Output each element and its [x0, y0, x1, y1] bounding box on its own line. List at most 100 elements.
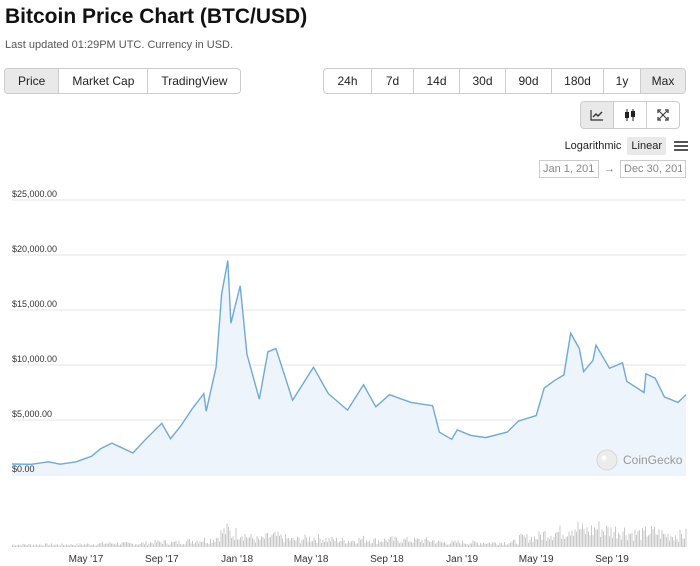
range-24h-button[interactable]: 24h — [324, 69, 372, 93]
volume-bar — [112, 543, 114, 547]
volume-bar — [226, 523, 228, 547]
volume-bar — [22, 543, 24, 547]
date-from-input[interactable] — [539, 160, 599, 178]
last-updated-text: Last updated 01:29PM UTC. Currency in US… — [5, 39, 234, 51]
volume-bar — [255, 542, 256, 547]
volume-bar — [346, 543, 348, 547]
tab-market-cap[interactable]: Market Cap — [59, 69, 149, 93]
volume-bar — [189, 539, 190, 547]
range-14d-button[interactable]: 14d — [414, 69, 460, 93]
logarithmic-option[interactable]: Logarithmic — [564, 140, 622, 152]
volume-bar — [279, 535, 280, 547]
volume-bar — [121, 542, 123, 547]
volume-bar — [13, 544, 15, 547]
range-1y-button[interactable]: 1y — [604, 69, 641, 93]
volume-bar — [18, 544, 19, 547]
x-tick-label: Sep '19 — [595, 554, 629, 565]
volume-bar — [412, 542, 414, 547]
date-to-input[interactable] — [620, 160, 686, 178]
volume-bar — [88, 543, 90, 547]
volume-bar — [103, 544, 105, 547]
volume-bar — [457, 540, 459, 547]
volume-bar — [612, 538, 613, 547]
volume-bar — [384, 538, 385, 547]
volume-bar — [646, 536, 648, 547]
volume-bar — [124, 542, 126, 547]
volume-bar — [58, 545, 60, 547]
tab-tradingview[interactable]: TradingView — [161, 74, 228, 88]
volume-bar — [580, 529, 582, 547]
volume-bar — [136, 544, 138, 547]
price-line — [11, 260, 687, 466]
volume-bar — [120, 544, 121, 547]
line-chart-button[interactable] — [581, 102, 614, 128]
range-30d-button[interactable]: 30d — [460, 69, 506, 93]
volume-bar — [369, 540, 370, 547]
volume-bar — [610, 527, 612, 547]
volume-bar — [105, 543, 106, 547]
volume-bar — [679, 529, 681, 547]
volume-bar — [108, 543, 109, 547]
volume-bar — [387, 542, 388, 547]
volume-bar — [249, 537, 250, 547]
candlestick-icon — [625, 109, 635, 121]
volume-bar — [100, 543, 102, 547]
volume-bar — [159, 541, 160, 547]
volume-bar — [301, 540, 303, 547]
line-chart-icon — [590, 110, 603, 121]
volume-bar — [154, 539, 156, 547]
volume-bar — [298, 537, 300, 547]
range-90d-button[interactable]: 90d — [506, 69, 552, 93]
volume-bar — [51, 543, 52, 547]
volume-bar — [597, 529, 598, 547]
volume-bar — [303, 539, 304, 547]
volume-bar — [12, 544, 13, 547]
volume-bar — [619, 534, 621, 547]
volume-bar — [573, 535, 574, 547]
volume-bar — [525, 537, 526, 547]
volume-bar — [286, 538, 288, 547]
volume-bar — [568, 531, 570, 547]
volume-bar — [526, 533, 528, 547]
volume-bar — [477, 542, 478, 547]
tab-price[interactable]: Price — [5, 69, 60, 93]
volume-bar — [168, 544, 169, 547]
volume-bar — [427, 539, 429, 547]
volume-bar — [177, 543, 178, 547]
volume-bar — [97, 544, 99, 547]
range-max-button[interactable]: Max — [641, 69, 685, 93]
linear-option[interactable]: Linear — [627, 137, 666, 155]
volume-bar — [193, 543, 195, 547]
volume-bar — [349, 542, 351, 547]
volume-bar — [184, 544, 186, 547]
volume-bar — [624, 527, 625, 547]
volume-bar — [246, 537, 247, 547]
volume-bar — [252, 538, 253, 547]
volume-bar — [426, 537, 427, 547]
volume-bar — [636, 534, 637, 547]
volume-bar — [685, 528, 687, 547]
volume-bar — [40, 544, 42, 547]
volume-bar — [54, 544, 55, 547]
hamburger-menu-icon[interactable] — [674, 139, 688, 153]
volume-bar — [430, 541, 432, 547]
date-range-picker: → — [539, 160, 686, 178]
volume-bar — [381, 541, 382, 547]
volume-bar — [160, 542, 162, 547]
volume-bar — [109, 542, 111, 547]
range-180d-button[interactable]: 180d — [552, 69, 604, 93]
volume-bar — [304, 534, 306, 547]
volume-bar — [147, 545, 148, 547]
volume-bar — [436, 542, 438, 547]
range-7d-button[interactable]: 7d — [372, 69, 414, 93]
volume-bar — [321, 543, 322, 547]
volume-bar — [382, 542, 384, 547]
volume-bar — [310, 541, 312, 547]
volume-bar — [661, 530, 663, 547]
candlestick-button[interactable] — [614, 102, 647, 128]
volume-bar — [483, 542, 484, 547]
volume-bar — [307, 541, 309, 547]
volume-bar — [547, 537, 549, 547]
fullscreen-button[interactable] — [647, 102, 679, 128]
volume-bar — [513, 539, 514, 547]
